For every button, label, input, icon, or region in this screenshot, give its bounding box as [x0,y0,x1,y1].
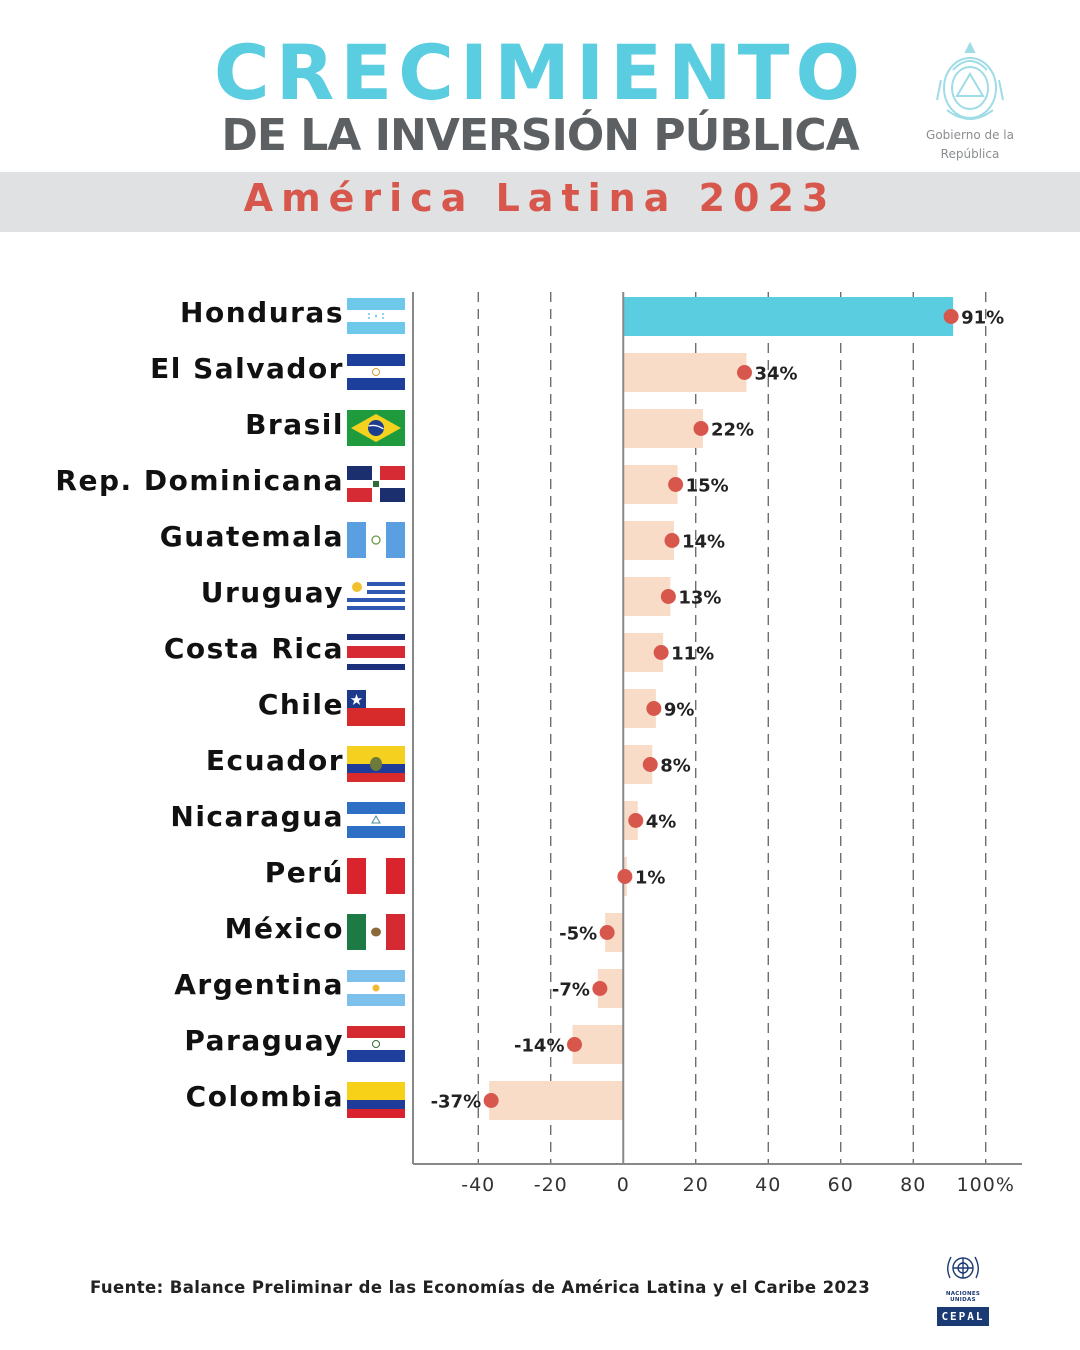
flag-honduras-icon [347,298,405,334]
united-nations-emblem-icon [947,1256,979,1279]
value-dot-6 [653,645,669,660]
x-tick-label-7: 100% [957,1174,1015,1196]
x-tick-label-0: -40 [461,1174,495,1196]
value-dot-10 [617,869,633,884]
flag-guatemala-icon [347,522,405,558]
value-dot-9 [628,813,644,828]
bar-honduras [623,297,954,336]
value-dot-5 [660,589,676,604]
country-label-argentina: Argentina [174,968,344,1001]
country-label-paraguay: Paraguay [184,1024,344,1057]
x-tick-label-3: 20 [683,1174,709,1196]
value-dot-2 [693,421,709,436]
cepal-label: CEPAL [937,1307,989,1326]
value-label-2: 22% [711,420,754,441]
united-nations-label: NACIONES UNIDAS [945,1291,981,1303]
value-label-0: 91% [961,308,1004,329]
flag-peru-icon [347,858,405,894]
bar-el-salvador [623,353,747,392]
country-label-brasil: Brasil [245,408,344,441]
flag-argentina-icon [347,970,405,1006]
flag-nicaragua-icon [347,802,405,838]
coat-of-arms-icon [936,41,1004,120]
country-label-nicaragua: Nicaragua [170,800,344,833]
flag-costa-rica-icon [347,634,405,670]
flag-uruguay-icon [347,578,405,614]
value-label-11: -5% [559,924,597,945]
flag-el-salvador-icon [347,354,405,390]
bar-colombia [489,1081,624,1120]
country-label-rep-dominicana: Rep. Dominicana [55,464,344,497]
country-label-el-salvador: El Salvador [150,352,344,385]
value-label-5: 13% [678,588,721,609]
country-label-guatemala: Guatemala [159,520,344,553]
x-tick-label-1: -20 [534,1174,568,1196]
value-dot-4 [664,533,680,548]
page-subtitle: DE LA INVERSIÓN PÚBLICA [221,110,859,161]
x-tick-label-2: 0 [617,1174,630,1196]
x-tick-label-6: 80 [900,1174,926,1196]
value-dot-1 [737,365,752,380]
value-label-3: 15% [686,476,729,497]
country-label-honduras: Honduras [180,296,344,329]
country-label-colombia: Colombia [185,1080,344,1113]
value-dot-0 [943,309,959,324]
value-label-1: 34% [755,364,798,385]
value-label-13: -14% [514,1036,565,1057]
flag-colombia-icon [347,1082,405,1118]
value-label-7: 9% [664,700,695,721]
country-label-mexico: México [224,912,344,945]
value-dot-7 [646,701,662,716]
source-note: Fuente: Balance Preliminar de las Econom… [90,1278,871,1297]
value-label-14: -37% [431,1092,482,1113]
subtitle-band [0,172,1080,232]
flag-ecuador-icon [347,746,405,782]
country-label-chile: Chile [257,688,344,721]
gov-text-line2: República [940,147,1000,161]
x-tick-label-4: 40 [755,1174,781,1196]
value-label-6: 11% [671,644,714,665]
value-dot-14 [483,1093,499,1108]
value-dot-11 [599,925,615,940]
value-dot-12 [592,981,608,996]
page-title: CRECIMIENTO [213,28,867,117]
value-dot-3 [668,477,684,492]
x-tick-label-5: 60 [828,1174,854,1196]
value-dot-13 [567,1037,582,1052]
value-label-8: 8% [660,756,691,777]
flag-brasil-icon [347,410,405,446]
value-label-4: 14% [682,532,725,553]
country-label-ecuador: Ecuador [205,744,344,777]
country-label-peru: Perú [264,856,344,889]
country-label-costa-rica: Costa Rica [163,632,344,665]
flag-rep-dominicana-icon [347,466,405,502]
government-logo: Gobierno de la República [918,40,1022,162]
region-year-label: América Latina 2023 [243,176,837,220]
gov-text-line1: Gobierno de la [926,128,1014,142]
bar-brasil [623,409,703,448]
cepal-logo: NACIONES UNIDAS CEPAL [932,1250,994,1326]
flag-paraguay-icon [347,1026,405,1062]
value-label-12: -7% [552,980,590,1001]
flag-chile-icon [347,690,405,726]
value-label-10: 1% [635,868,666,889]
country-label-uruguay: Uruguay [200,576,344,609]
value-label-9: 4% [646,812,677,833]
flag-mexico-icon [347,914,405,950]
value-dot-8 [642,757,658,772]
